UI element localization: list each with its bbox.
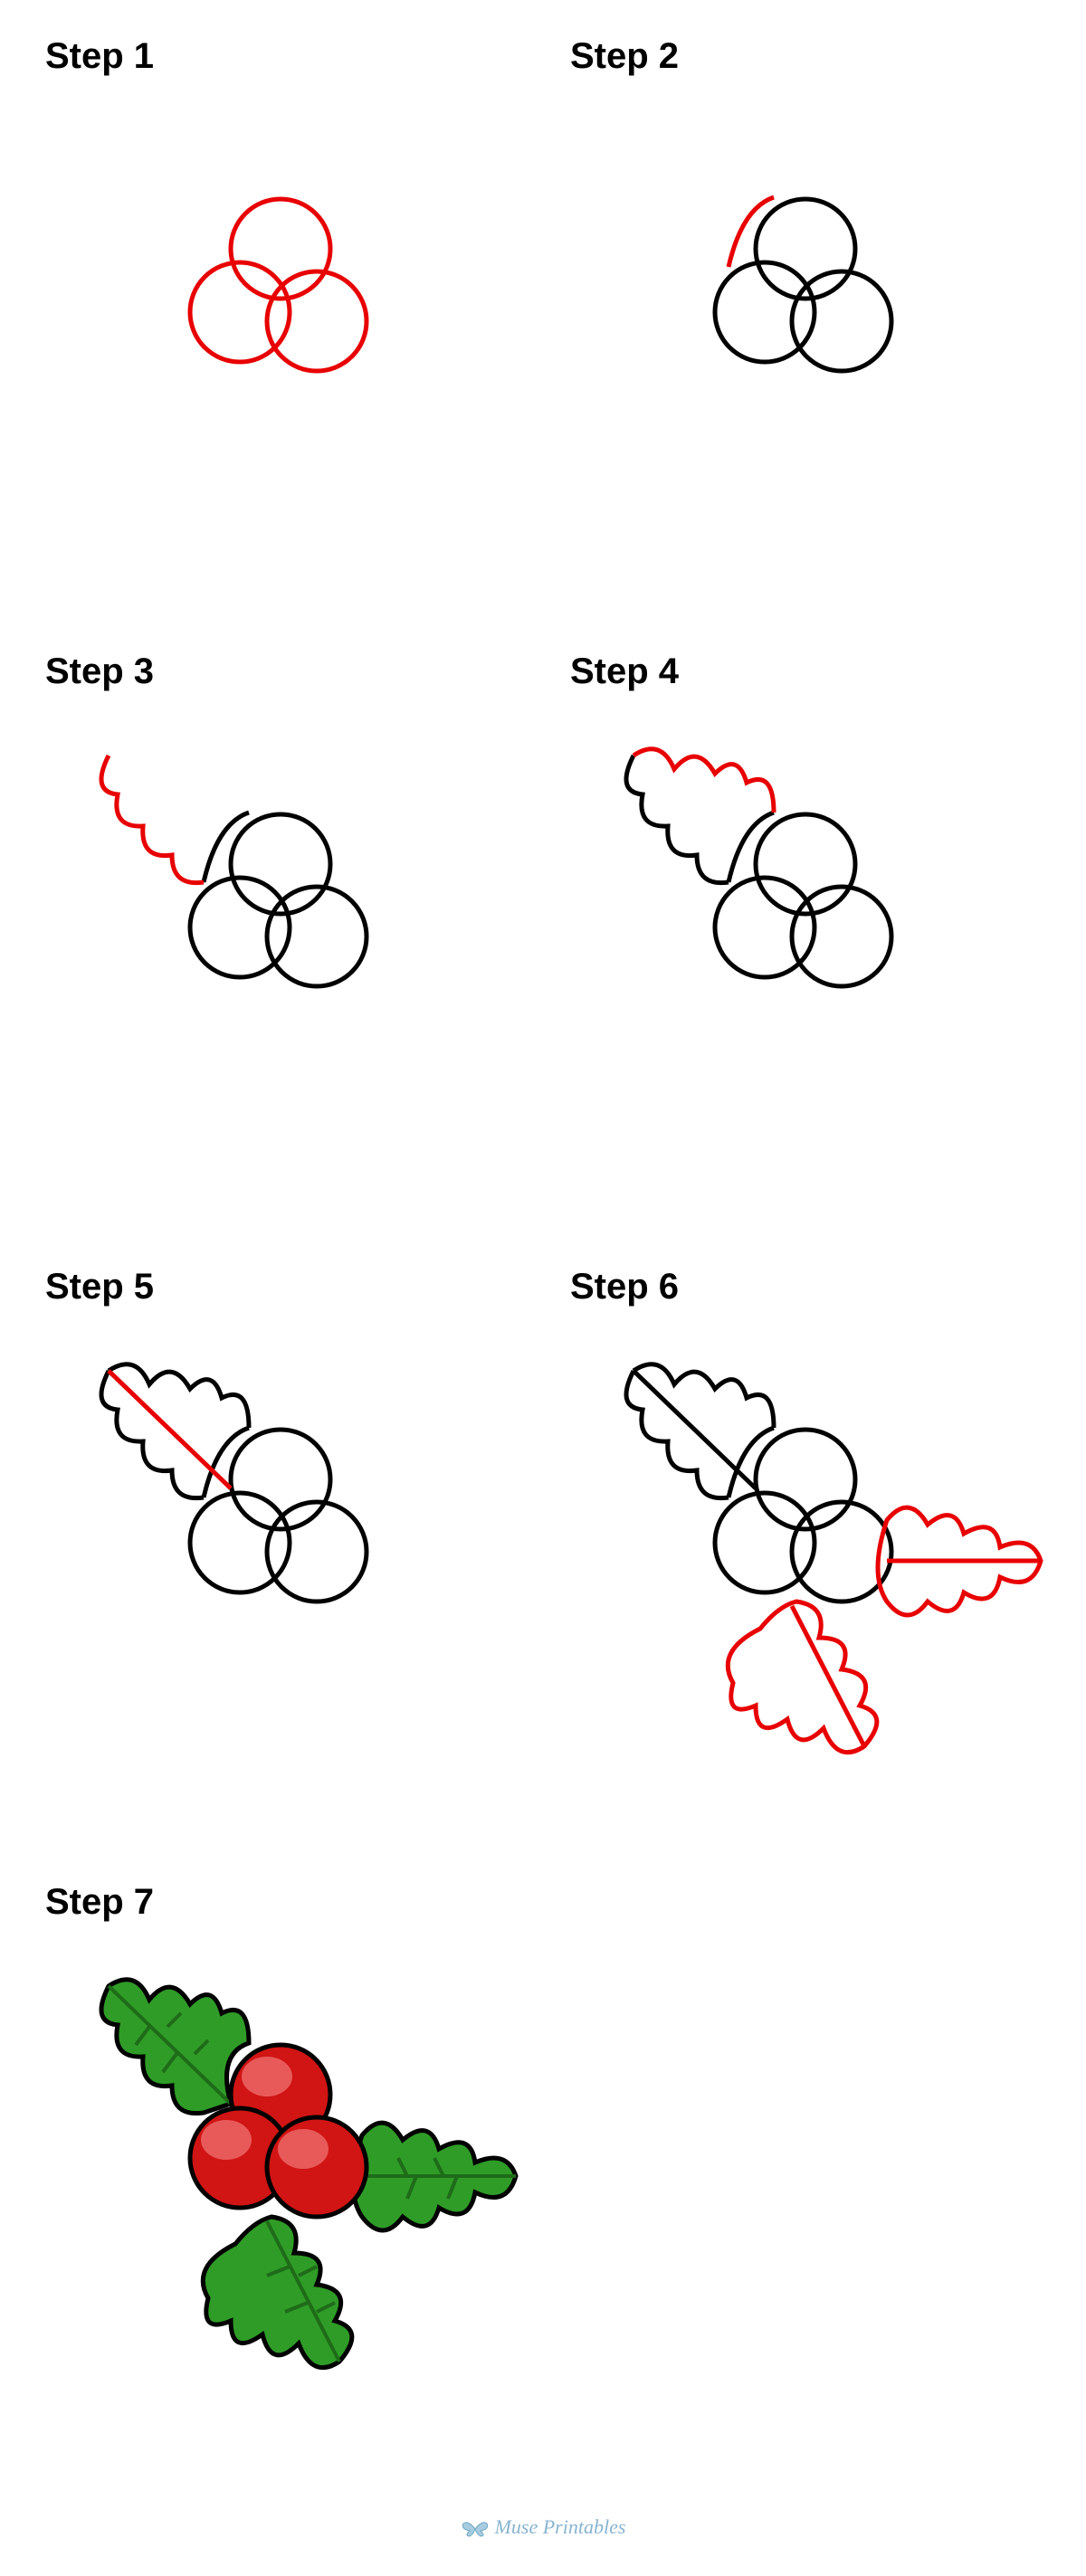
step-3-label: Step 3 xyxy=(45,651,516,692)
step-7-label: Step 7 xyxy=(45,1882,516,1923)
empty-cell xyxy=(543,1864,1068,2479)
step-3-drawing xyxy=(18,724,543,1176)
butterfly-icon xyxy=(461,2518,490,2540)
step-1-cell: Step 1 xyxy=(18,18,543,633)
step-3-cell: Step 3 xyxy=(18,633,543,1249)
step-7-cell: Step 7 xyxy=(18,1864,543,2479)
step-5-cell: Step 5 xyxy=(18,1249,543,1864)
step-5-label: Step 5 xyxy=(45,1267,516,1307)
step-7-drawing xyxy=(18,1954,543,2407)
step-4-label: Step 4 xyxy=(570,651,1041,692)
step-2-label: Step 2 xyxy=(570,36,1041,77)
step-2-drawing xyxy=(543,109,1068,561)
step-2-cell: Step 2 xyxy=(543,18,1068,633)
step-4-drawing xyxy=(543,724,1068,1176)
footer-text: Muse Printables xyxy=(495,2515,626,2538)
tutorial-grid: Step 1 Step 2 Step 3 xyxy=(0,0,1086,2497)
step-4-cell: Step 4 xyxy=(543,633,1068,1249)
footer: Muse Printables xyxy=(0,2497,1086,2576)
step-6-drawing xyxy=(543,1339,1068,1792)
step-5-drawing xyxy=(18,1339,543,1792)
step-1-label: Step 1 xyxy=(45,36,516,77)
step-1-drawing xyxy=(18,109,543,561)
step-6-label: Step 6 xyxy=(570,1267,1041,1307)
step-6-cell: Step 6 xyxy=(543,1249,1068,1864)
